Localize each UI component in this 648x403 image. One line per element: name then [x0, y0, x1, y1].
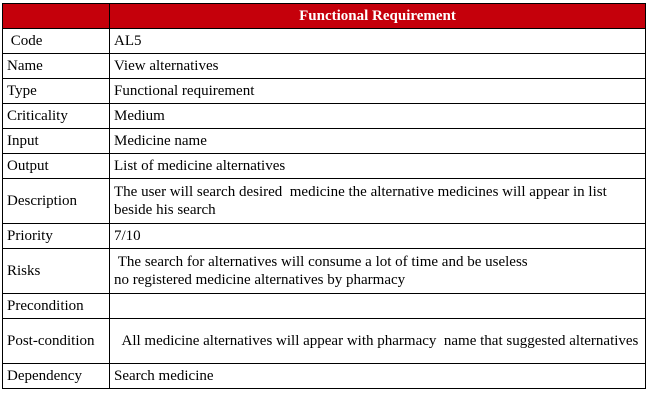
- row-label: Risks: [3, 249, 110, 294]
- row-label: Precondition: [3, 294, 110, 319]
- row-value: All medicine alternatives will appear wi…: [110, 319, 646, 364]
- row-value: AL5: [110, 29, 646, 54]
- table-row-post-condition: Post-condition All medicine alternatives…: [3, 319, 646, 364]
- row-label: Input: [3, 129, 110, 154]
- row-label: Output: [3, 154, 110, 179]
- row-value: Medicine name: [110, 129, 646, 154]
- row-value: 7/10: [110, 224, 646, 249]
- table-header-row: Functional Requirement: [3, 4, 646, 29]
- table-row-description: Description The user will search desired…: [3, 179, 646, 224]
- table-title: Functional Requirement: [110, 4, 646, 29]
- row-label: Type: [3, 79, 110, 104]
- row-value: Functional requirement: [110, 79, 646, 104]
- row-label: Priority: [3, 224, 110, 249]
- row-value: The search for alternatives will consume…: [110, 249, 646, 294]
- row-label: Criticality: [3, 104, 110, 129]
- table-row-code: Code AL5: [3, 29, 646, 54]
- row-label: Description: [3, 179, 110, 224]
- row-label: Name: [3, 54, 110, 79]
- row-label: Code: [3, 29, 110, 54]
- row-value: The user will search desired medicine th…: [110, 179, 646, 224]
- table-row-input: Input Medicine name: [3, 129, 646, 154]
- functional-requirement-table: Functional Requirement Code AL5 Name Vie…: [2, 3, 646, 389]
- table-row-output: Output List of medicine alternatives: [3, 154, 646, 179]
- table-row-name: Name View alternatives: [3, 54, 646, 79]
- table-row-risks: Risks The search for alternatives will c…: [3, 249, 646, 294]
- table-row-type: Type Functional requirement: [3, 79, 646, 104]
- row-label: Post-condition: [3, 319, 110, 364]
- table-row-priority: Priority 7/10: [3, 224, 646, 249]
- table-row-precondition: Precondition: [3, 294, 646, 319]
- row-value: [110, 294, 646, 319]
- row-value: View alternatives: [110, 54, 646, 79]
- row-label: Dependency: [3, 364, 110, 389]
- row-value: Search medicine: [110, 364, 646, 389]
- row-value: Medium: [110, 104, 646, 129]
- row-value: List of medicine alternatives: [110, 154, 646, 179]
- table-row-criticality: Criticality Medium: [3, 104, 646, 129]
- header-blank-cell: [3, 4, 110, 29]
- table-row-dependency: Dependency Search medicine: [3, 364, 646, 389]
